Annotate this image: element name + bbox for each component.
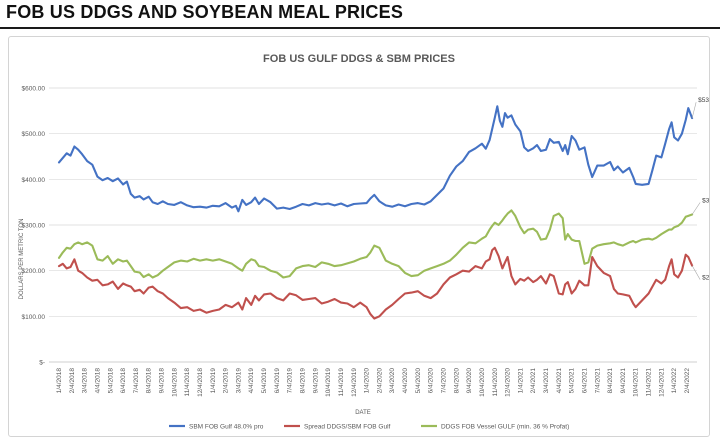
legend-ddgs: DDGS FOB Vessel GULF (min. 36 % Profat) xyxy=(421,424,569,431)
legend-sbm: SBM FOB Gulf 48.0% pro xyxy=(169,424,264,431)
x-tick-label: 7/4/2018 xyxy=(133,368,140,394)
page-title: FOB US DDGS AND SOYBEAN MEAL PRICES xyxy=(6,2,404,22)
y-tick-label: $200.00 xyxy=(22,268,46,275)
x-tick-label: 2/4/2021 xyxy=(530,368,537,394)
x-tick-label: 11/4/2021 xyxy=(646,368,653,397)
x-tick-label: 8/4/2018 xyxy=(146,368,153,394)
ddgs-series-line xyxy=(57,209,694,279)
x-tick-label: 5/4/2019 xyxy=(261,368,268,394)
x-tick-label: 7/4/2020 xyxy=(440,368,447,394)
x-tick-label: 11/4/2018 xyxy=(184,368,191,397)
y-tick-label: $600.00 xyxy=(22,86,46,93)
x-tick-label: 3/4/2019 xyxy=(235,368,242,394)
x-tick-label: 1/4/2020 xyxy=(364,368,371,394)
end-value-label: $534.00 xyxy=(698,97,709,104)
x-tick-label: 5/4/2018 xyxy=(107,368,114,394)
x-tick-label: 7/4/2021 xyxy=(594,368,601,394)
x-tick-label: 4/4/2021 xyxy=(556,368,563,394)
y-tick-label: $300.00 xyxy=(22,223,46,230)
x-tick-label: 4/4/2018 xyxy=(94,368,101,394)
gridlines xyxy=(49,87,697,363)
x-axis-ticks: 1/4/2018 2/4/2018 3/4/2018 4/4/2018 5/4/2018… xyxy=(56,368,691,397)
y-tick-label: $100.00 xyxy=(22,314,46,321)
legend-spread: Spread DDGS/SBM FOB Gulf xyxy=(284,424,391,431)
x-tick-label: 6/4/2019 xyxy=(274,368,281,394)
x-tick-label: 3/4/2021 xyxy=(543,368,550,394)
x-tick-label: 2/4/2018 xyxy=(69,368,76,394)
x-tick-label: 5/4/2021 xyxy=(569,368,576,394)
y-tick-label: $400.00 xyxy=(22,177,46,184)
y-axis-ticks: $- $100.00 $200.00 $300.00 $400.00 $500.00 $60… xyxy=(22,86,46,367)
end-label-leader xyxy=(691,265,701,280)
x-tick-label: 9/4/2018 xyxy=(159,368,166,394)
x-tick-label: 4/4/2020 xyxy=(402,368,409,394)
x-tick-label: 12/4/2018 xyxy=(197,368,204,397)
legend-label: DDGS FOB Vessel GULF (min. 36 % Profat) xyxy=(441,424,569,431)
y-axis-label: DOLLARS PER METRIC TON xyxy=(19,219,25,300)
x-tick-label: 3/4/2018 xyxy=(82,368,89,394)
x-tick-label: 12/4/2021 xyxy=(658,368,665,397)
x-tick-label: 8/4/2021 xyxy=(607,368,614,394)
x-tick-label: 10/4/2020 xyxy=(479,368,486,397)
x-tick-label: 11/4/2020 xyxy=(492,368,499,397)
x-tick-label: 6/4/2021 xyxy=(581,368,588,394)
sbm-series-line xyxy=(57,105,694,213)
end-label-leader xyxy=(691,102,697,119)
x-tick-label: 9/4/2019 xyxy=(312,368,319,394)
y-tick-label: $- xyxy=(39,360,45,367)
x-axis-label: DATE xyxy=(355,410,371,416)
x-tick-label: 2/4/2019 xyxy=(223,368,230,394)
x-tick-label: 2/4/2020 xyxy=(376,368,383,394)
legend-label: Spread DDGS/SBM FOB Gulf xyxy=(304,424,391,431)
x-tick-label: 4/4/2019 xyxy=(248,368,255,394)
x-tick-label: 10/4/2018 xyxy=(171,368,178,397)
x-tick-label: 1/4/2019 xyxy=(210,368,217,394)
x-tick-label: 7/4/2019 xyxy=(287,368,294,394)
x-tick-label: 12/4/2019 xyxy=(351,368,358,397)
title-underline xyxy=(0,27,720,29)
x-tick-label: 6/4/2018 xyxy=(120,368,127,394)
end-label-leader xyxy=(691,202,701,215)
y-tick-label: $500.00 xyxy=(22,131,46,138)
end-value-label: $323.00 xyxy=(702,197,709,204)
chart-title: FOB US GULF DDGS & SBM PRICES xyxy=(263,53,455,65)
end-value-labels: $534.00 $211.00 $323.00 xyxy=(691,97,709,282)
x-tick-label: 10/4/2021 xyxy=(633,368,640,397)
series-lines xyxy=(57,105,694,320)
spread-series-line xyxy=(57,246,694,320)
chart-container: FOB US GULF DDGS & SBM PRICES $- $100.00 $… xyxy=(8,36,710,437)
x-tick-label: 9/4/2020 xyxy=(466,368,473,394)
x-tick-label: 10/4/2019 xyxy=(325,368,332,397)
x-tick-label: 12/4/2020 xyxy=(505,368,512,397)
x-tick-label: 2/4/2022 xyxy=(684,368,691,394)
x-tick-label: 6/4/2020 xyxy=(428,368,435,394)
x-tick-label: 8/4/2019 xyxy=(300,368,307,394)
end-value-label: $211.00 xyxy=(702,275,709,282)
legend-label: SBM FOB Gulf 48.0% pro xyxy=(189,424,264,431)
x-tick-label: 5/4/2020 xyxy=(415,368,422,394)
legend: SBM FOB Gulf 48.0% pro Spread DDGS/SBM FO… xyxy=(169,424,569,431)
x-tick-label: 1/4/2021 xyxy=(517,368,524,394)
x-tick-label: 9/4/2021 xyxy=(620,368,627,394)
x-tick-label: 11/4/2019 xyxy=(338,368,345,397)
x-tick-label: 1/4/2022 xyxy=(671,368,678,394)
x-tick-label: 8/4/2020 xyxy=(453,368,460,394)
x-tick-label: 1/4/2018 xyxy=(56,368,63,394)
price-line-chart: FOB US GULF DDGS & SBM PRICES $-$100.00$… xyxy=(19,53,709,431)
x-tick-label: 3/4/2020 xyxy=(389,368,396,394)
